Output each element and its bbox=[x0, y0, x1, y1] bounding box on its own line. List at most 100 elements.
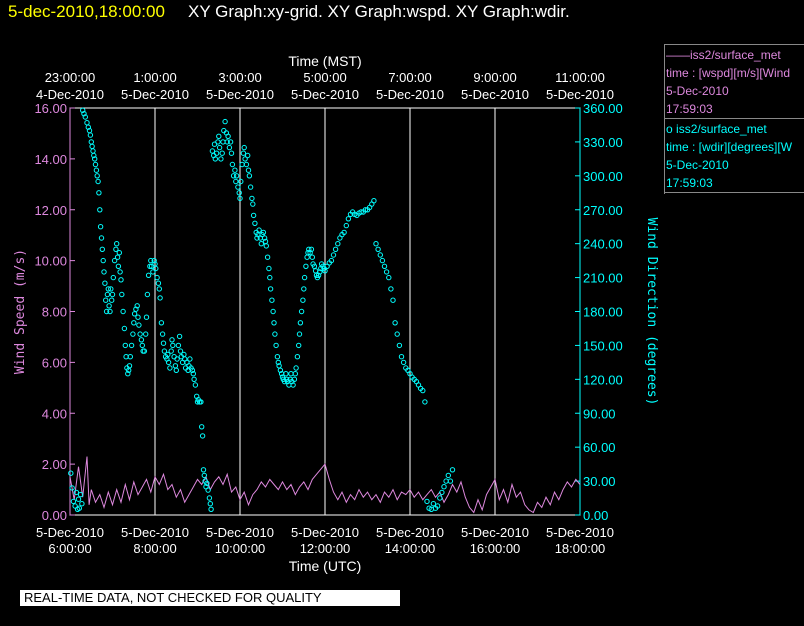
right-tick-label: 90.00 bbox=[583, 406, 616, 421]
wind-direction-point bbox=[76, 505, 83, 511]
wind-direction-point bbox=[114, 241, 120, 247]
wind-direction-point bbox=[293, 365, 299, 371]
wind-direction-point bbox=[297, 320, 304, 326]
wind-direction-point bbox=[386, 274, 392, 281]
wind-direction-point bbox=[98, 235, 105, 241]
wind-direction-point bbox=[437, 495, 443, 501]
left-tick-label: 8.00 bbox=[42, 305, 67, 320]
legend-wspd[interactable]: ——iss2/surface_met time : [wspd][m/s][Wi… bbox=[666, 46, 790, 118]
wind-direction-point bbox=[177, 348, 184, 354]
wind-direction-point bbox=[135, 314, 141, 320]
wind-direction-point bbox=[300, 297, 306, 303]
left-tick-label: 10.00 bbox=[34, 254, 67, 269]
wind-direction-point bbox=[273, 342, 279, 349]
wind-direction-point bbox=[381, 263, 388, 269]
header-graph-list: XY Graph:xy-grid. XY Graph:wspd. XY Grap… bbox=[188, 2, 570, 21]
wind-direction-point bbox=[92, 161, 99, 168]
legend-wdir[interactable]: o iss2/surface_met time : [wdir][degrees… bbox=[666, 120, 792, 192]
wind-direction-point bbox=[160, 340, 167, 346]
wind-direction-point bbox=[82, 114, 89, 120]
wind-direction-point bbox=[375, 246, 381, 253]
wind-direction-point bbox=[130, 331, 136, 337]
wind-direction-point bbox=[345, 216, 352, 222]
wind-direction-point bbox=[72, 503, 78, 509]
wind-direction-point bbox=[212, 156, 219, 162]
wind-direction-point bbox=[192, 382, 199, 388]
wind-direction-point bbox=[216, 133, 222, 140]
legend-divider-bottom bbox=[664, 192, 804, 193]
wind-direction-point bbox=[208, 506, 214, 512]
left-tick-label: 14.00 bbox=[34, 152, 67, 167]
wind-direction-point bbox=[92, 156, 98, 162]
legend-divider-mid bbox=[664, 118, 804, 119]
wind-direction-point bbox=[296, 342, 302, 349]
wind-direction-point bbox=[155, 280, 162, 286]
wind-direction-point bbox=[304, 254, 310, 260]
wind-direction-point bbox=[119, 291, 125, 298]
wind-direction-point bbox=[312, 268, 319, 274]
wind-direction-point bbox=[358, 209, 364, 215]
wind-direction-point bbox=[70, 498, 77, 505]
wind-direction-point bbox=[233, 178, 239, 185]
wind-direction-point bbox=[307, 250, 313, 256]
wind-direction-point bbox=[266, 265, 272, 272]
wind-direction-point bbox=[258, 241, 264, 247]
top-tick-time-label: 5:00:00 bbox=[303, 70, 346, 85]
top-tick-time-label: 9:00:00 bbox=[473, 70, 516, 85]
legend-divider-vertical bbox=[664, 44, 665, 194]
wind-direction-point bbox=[104, 291, 111, 298]
wind-direction-point bbox=[137, 331, 143, 337]
wind-direction-point bbox=[96, 190, 102, 196]
legend-wdir-time: 17:59:03 bbox=[666, 176, 713, 190]
wind-direction-point bbox=[362, 207, 369, 213]
wind-direction-point bbox=[117, 269, 123, 275]
top-tick-time-label: 1:00:00 bbox=[133, 70, 176, 85]
bottom-axis-title: Time (UTC) bbox=[289, 558, 362, 574]
legend-divider-top bbox=[664, 44, 804, 45]
wind-direction-point bbox=[68, 470, 74, 476]
wind-direction-point bbox=[157, 295, 163, 301]
wind-direction-point bbox=[81, 111, 87, 117]
wind-direction-point bbox=[199, 433, 206, 439]
wind-direction-point bbox=[204, 480, 210, 486]
wind-direction-point bbox=[277, 367, 284, 373]
legend-wspd-date: 5-Dec-2010 bbox=[666, 84, 729, 98]
wind-direction-point bbox=[106, 303, 112, 309]
wind-direction-point bbox=[379, 257, 386, 264]
wind-direction-point bbox=[97, 224, 104, 230]
left-tick-label: 2.00 bbox=[42, 457, 67, 472]
wind-direction-point bbox=[87, 132, 94, 138]
bottom-tick-time-label: 10:00:00 bbox=[215, 541, 266, 556]
wind-direction-point bbox=[222, 118, 228, 125]
wind-direction-point bbox=[93, 167, 100, 173]
top-tick-date-label: 5-Dec-2010 bbox=[121, 87, 189, 102]
wind-direction-point bbox=[103, 297, 109, 303]
wind-direction-point bbox=[219, 150, 225, 156]
top-tick-time-label: 3:00:00 bbox=[218, 70, 261, 85]
top-tick-date-label: 5-Dec-2010 bbox=[461, 87, 529, 102]
wind-direction-point bbox=[301, 274, 308, 281]
wind-direction-point bbox=[328, 257, 335, 264]
wind-direction-point bbox=[175, 342, 182, 349]
wind-direction-point bbox=[88, 139, 95, 145]
left-tick-label: 4.00 bbox=[42, 406, 67, 421]
wind-direction-point bbox=[125, 371, 131, 377]
wind-direction-point bbox=[131, 320, 137, 326]
wind-direction-point bbox=[109, 297, 115, 303]
wind-direction-point bbox=[154, 274, 160, 281]
bottom-tick-time-label: 12:00:00 bbox=[300, 541, 351, 556]
wind-direction-point bbox=[116, 250, 123, 256]
top-tick-time-label: 7:00:00 bbox=[388, 70, 431, 85]
wind-direction-point bbox=[171, 354, 177, 360]
wind-direction-point bbox=[394, 331, 400, 337]
wind-direction-point bbox=[301, 286, 307, 292]
bottom-tick-date-label: 5-Dec-2010 bbox=[291, 525, 359, 540]
wind-direction-point bbox=[424, 498, 430, 505]
right-tick-label: 60.00 bbox=[583, 440, 616, 455]
wind-direction-point bbox=[91, 152, 97, 159]
wind-direction-point bbox=[441, 484, 447, 490]
top-tick-time-label: 11:00:00 bbox=[555, 70, 605, 85]
wind-direction-point bbox=[150, 269, 156, 275]
wind-direction-point bbox=[128, 342, 135, 349]
bottom-tick-time-label: 16:00:00 bbox=[470, 541, 521, 556]
